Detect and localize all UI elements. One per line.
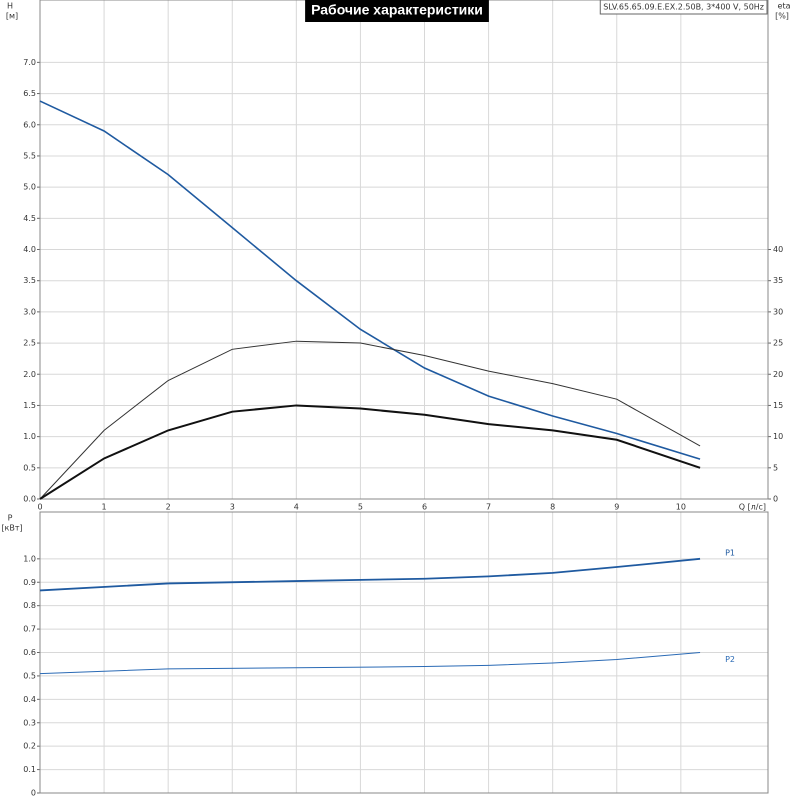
y-tick-label: 0.2 <box>23 742 36 751</box>
y-tick-label: 4.0 <box>23 245 36 254</box>
x-tick-label: 4 <box>294 503 299 512</box>
chart-title: Рабочие характеристики <box>311 2 483 18</box>
y2-axis-label: eta <box>778 2 791 11</box>
y2-tick-label: 35 <box>773 276 783 285</box>
y-tick-label: 2.5 <box>23 339 36 348</box>
y-tick-label: 0.7 <box>23 625 36 634</box>
y2-tick-label: 0 <box>773 495 778 504</box>
y-tick-label: 0 <box>31 789 36 798</box>
y-tick-label: 4.5 <box>23 214 36 223</box>
y2-tick-label: 15 <box>773 401 783 410</box>
y-tick-label: 0.4 <box>23 695 36 704</box>
y2-tick-label: 5 <box>773 463 778 472</box>
y-axis-label: H <box>7 2 13 11</box>
x-tick-label: 5 <box>358 503 363 512</box>
x-tick-label: 3 <box>230 503 235 512</box>
y-axis-unit: [кВт] <box>1 524 22 533</box>
x-tick-label: 8 <box>550 503 555 512</box>
y-tick-label: 0.0 <box>23 495 36 504</box>
y-tick-label: 6.5 <box>23 89 36 98</box>
x-tick-label: 2 <box>166 503 171 512</box>
y-tick-label: 3.0 <box>23 307 36 316</box>
y-tick-label: 5.0 <box>23 183 36 192</box>
x-axis-label: Q [л/с] <box>739 503 766 512</box>
y-tick-label: 2.0 <box>23 370 36 379</box>
chart-subtitle: SLV.65.65.09.E.EX.2.50B, 3*400 V, 50Hz <box>603 3 764 12</box>
x-tick-label: 10 <box>676 503 686 512</box>
y-tick-label: 0.8 <box>23 601 36 610</box>
subtitle-box <box>599 0 768 15</box>
y-tick-label: 5.5 <box>23 151 36 160</box>
series-label: P1 <box>725 548 735 557</box>
title-background <box>305 0 489 22</box>
x-tick-label: 9 <box>614 503 619 512</box>
series-line <box>39 100 701 460</box>
y2-tick-label: 10 <box>773 432 783 441</box>
series-line <box>39 340 701 500</box>
plot-frame <box>39 511 769 794</box>
x-tick-label: 0 <box>37 503 42 512</box>
y-axis-label: P <box>8 514 13 523</box>
series-line <box>39 652 701 675</box>
y-tick-label: 7.0 <box>23 58 36 67</box>
y-tick-label: 0.9 <box>23 578 36 587</box>
y-tick-label: 0.3 <box>23 718 36 727</box>
y2-tick-label: 40 <box>773 245 783 254</box>
y-axis-unit: [м] <box>6 12 18 21</box>
y-tick-label: 3.5 <box>23 276 36 285</box>
x-tick-label: 6 <box>422 503 427 512</box>
y2-tick-label: 20 <box>773 370 783 379</box>
plot-frame <box>39 0 769 500</box>
y-tick-label: 0.6 <box>23 648 36 657</box>
y-tick-label: 1.0 <box>23 432 36 441</box>
y-tick-label: 6.0 <box>23 120 36 129</box>
x-tick-label: 7 <box>486 503 491 512</box>
series-line <box>39 557 701 592</box>
series-line <box>39 404 701 500</box>
y-tick-label: 1.0 <box>23 554 36 563</box>
x-tick-label: 1 <box>102 503 107 512</box>
series-label: P2 <box>725 655 735 664</box>
y-tick-label: 0.5 <box>23 671 36 680</box>
y2-axis-unit: [%] <box>775 12 789 21</box>
y2-tick-label: 25 <box>773 339 783 348</box>
y-tick-label: 0.5 <box>23 463 36 472</box>
y2-tick-label: 30 <box>773 307 783 316</box>
y-tick-label: 1.5 <box>23 401 36 410</box>
y-tick-label: 0.1 <box>23 765 36 774</box>
